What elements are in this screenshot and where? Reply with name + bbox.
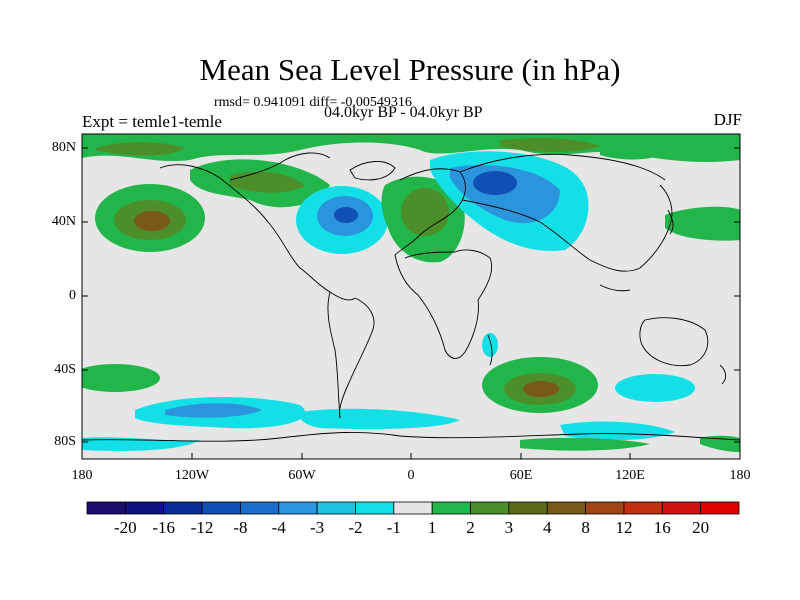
colorbar-swatch xyxy=(86,501,126,515)
australia-coast xyxy=(639,317,709,367)
colorbar-swatch xyxy=(508,501,548,515)
positive-anomaly-northwest-pacific xyxy=(665,206,740,241)
colorbar-swatch xyxy=(124,501,165,515)
africa-coast xyxy=(394,249,493,359)
colorbar-swatch xyxy=(470,501,510,515)
colorbar xyxy=(86,501,740,515)
colorbar-label: 1 xyxy=(427,518,437,537)
colorbar-swatch xyxy=(546,501,586,515)
lon-label-180-east: 180 xyxy=(729,468,751,483)
colorbar-swatch xyxy=(431,501,471,515)
lat-label-80n: 80N xyxy=(51,140,76,155)
colorbar-label: -12 xyxy=(190,518,214,537)
colorbar-label: -3 xyxy=(310,518,325,537)
positive-anomaly-south-pacific xyxy=(82,364,160,392)
strong-positive-north-america xyxy=(230,171,305,193)
colorbar-swatch xyxy=(163,501,203,515)
negative-anomaly-madagascar xyxy=(482,333,498,357)
positive-anomaly-east-siberia xyxy=(600,145,660,160)
asia-north-coast xyxy=(459,153,666,181)
lat-label-40n: 40N xyxy=(51,214,76,229)
madagascar-coast xyxy=(487,334,493,366)
stats-line: rmsd= 0.941091 diff= -0.00549316 xyxy=(214,95,412,110)
colorbar-label: 8 xyxy=(581,518,590,537)
lon-label-60e: 60E xyxy=(509,468,533,483)
canada-arctic-coast xyxy=(229,152,331,181)
lat-label-equator: 0 xyxy=(69,288,76,303)
colorbar-swatch xyxy=(240,501,280,515)
pressure-field xyxy=(82,134,740,459)
colorbar-swatch xyxy=(585,501,625,515)
greenland-coast xyxy=(349,161,396,181)
season-label: DJF xyxy=(713,110,742,129)
strong-positive-arctic-east xyxy=(500,138,600,152)
lat-label-80s: 80S xyxy=(54,434,76,449)
colorbar-label: -1 xyxy=(386,518,401,537)
colorbar-swatch xyxy=(623,501,663,515)
colorbar-swatch xyxy=(393,501,433,515)
colorbar-swatch xyxy=(201,501,241,515)
antarctica-coast xyxy=(82,431,740,442)
lon-label-120e: 120E xyxy=(615,468,645,483)
peak-negative-siberia xyxy=(473,171,517,195)
negative-anomaly-southern-ocean-east xyxy=(560,421,675,441)
colorbar-label: -20 xyxy=(114,518,137,537)
positive-anomaly-antarctic-east xyxy=(520,437,650,451)
indonesia-coast xyxy=(599,284,631,292)
strong-positive-europe xyxy=(401,188,449,236)
colorbar-label: 4 xyxy=(542,518,552,537)
colorbar-swatch xyxy=(278,501,318,515)
asia-south-coast xyxy=(461,184,673,272)
europe-coast xyxy=(394,168,466,256)
colorbar-swatch xyxy=(661,501,702,515)
peak-negative-north-atlantic xyxy=(334,207,358,223)
colorbar-label: -2 xyxy=(348,518,363,537)
lat-label-40s: 40S xyxy=(54,362,76,377)
colorbar-swatch xyxy=(355,501,395,515)
experiment-label: Expt = temle1-temle xyxy=(82,112,222,131)
strong-positive-arctic-west xyxy=(96,142,185,156)
colorbar-label: -4 xyxy=(271,518,286,537)
colorbar-swatch xyxy=(316,501,356,515)
peak-positive-south-indian xyxy=(523,381,559,397)
lon-label-120w: 120W xyxy=(174,468,210,483)
new-zealand-coast xyxy=(719,364,727,385)
axis-ticks xyxy=(82,147,740,459)
colorbar-label: 3 xyxy=(504,518,514,537)
colorbar-label: 16 xyxy=(653,518,671,537)
south-america-east-coast xyxy=(339,297,375,419)
colorbar-label: -8 xyxy=(233,518,248,537)
lon-label-180-west: 180 xyxy=(71,468,93,483)
negative-anomaly-south-indian-east xyxy=(615,374,695,402)
colorbar-label: -16 xyxy=(152,518,176,537)
peak-positive-north-pacific xyxy=(134,211,170,231)
colorbar-label: 12 xyxy=(615,518,633,537)
japan-coast xyxy=(667,209,674,235)
colorbar-swatch xyxy=(700,501,740,515)
north-america-coast xyxy=(159,164,356,301)
lon-label-60w: 60W xyxy=(288,468,316,483)
strong-negative-southern-ocean-west xyxy=(165,403,262,418)
colorbar-label: 20 xyxy=(692,518,710,537)
lon-label-0: 0 xyxy=(407,468,415,483)
plot-title: Mean Sea Level Pressure (in hPa) xyxy=(199,52,621,87)
colorbar-label: 2 xyxy=(466,518,475,537)
coastlines xyxy=(82,152,740,442)
period-label: 04.0kyr BP - 04.0kyr BP xyxy=(324,104,483,121)
south-america-west-coast xyxy=(327,291,341,419)
